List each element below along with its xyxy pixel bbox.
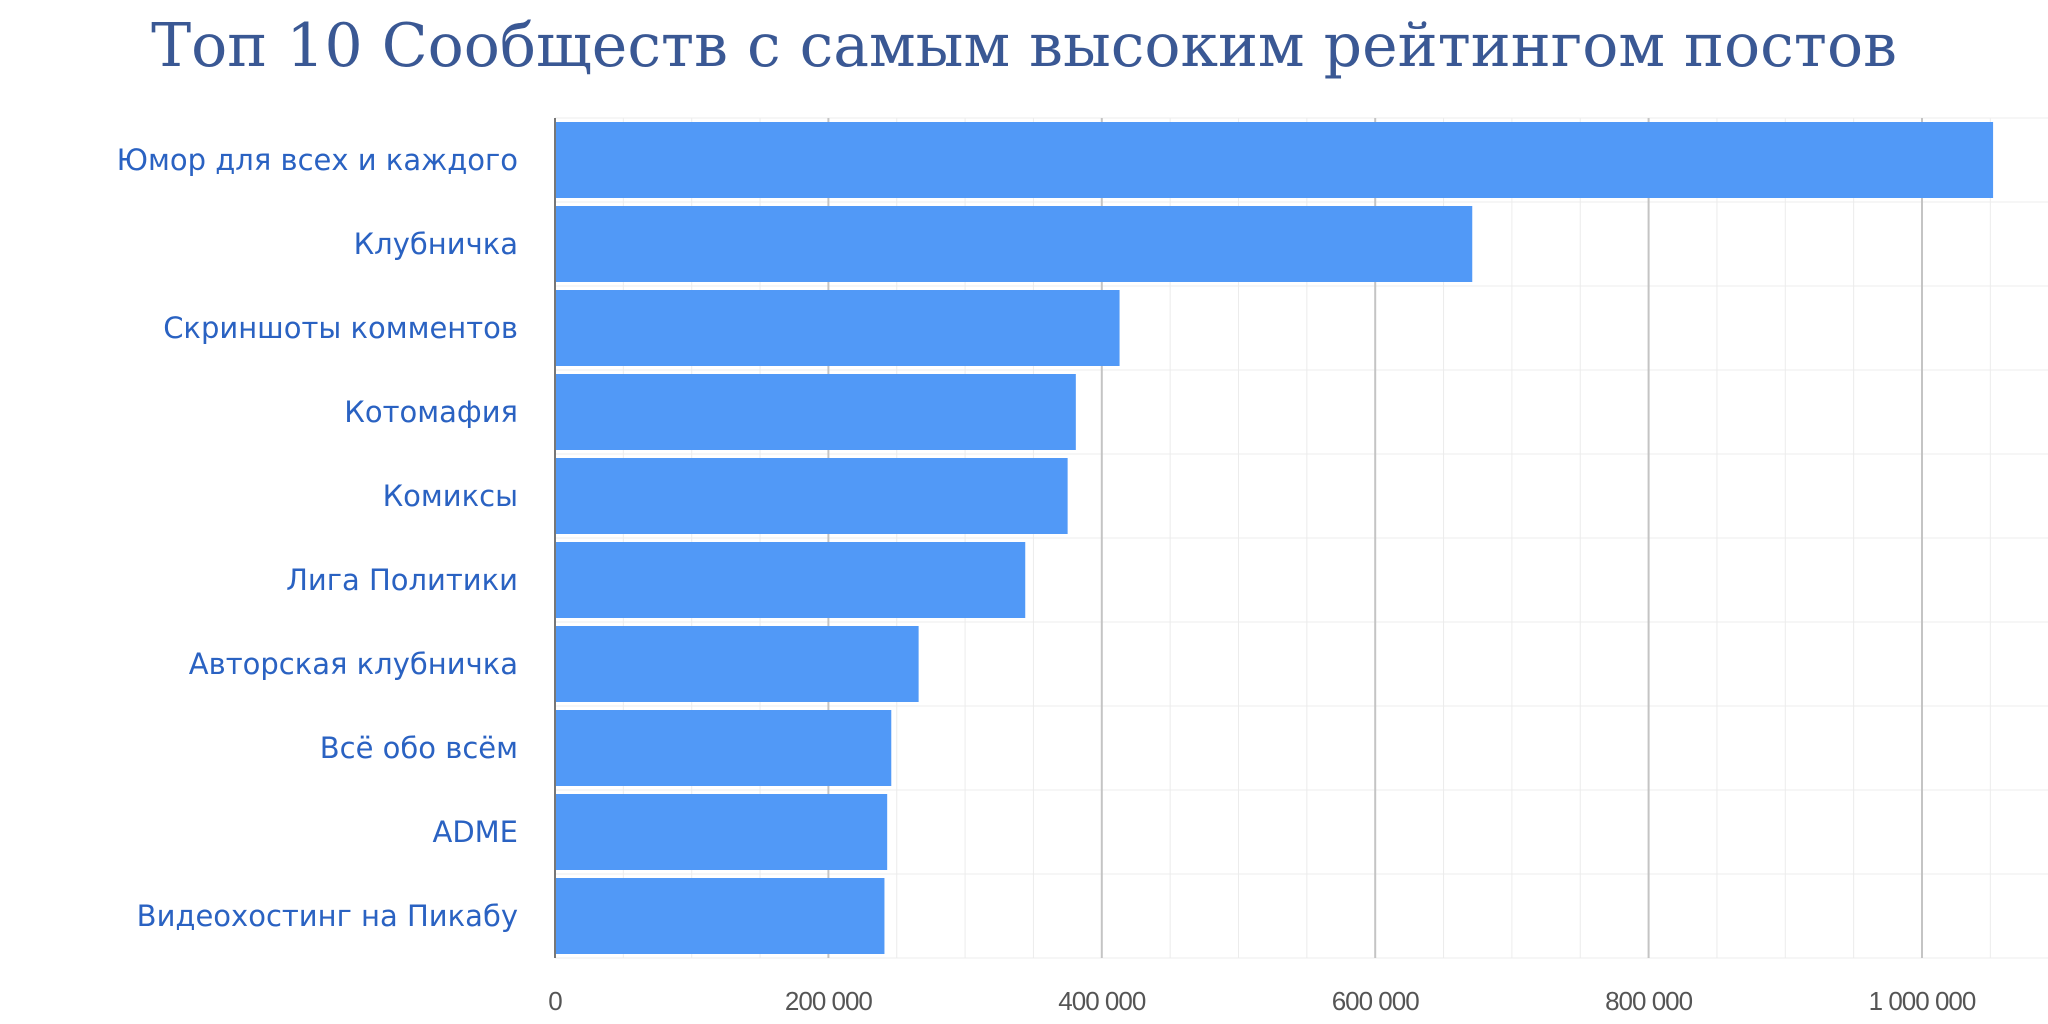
bar — [555, 206, 1473, 282]
x-tick-label: 200 000 — [785, 986, 873, 1016]
category-label: Юмор для всех и каждого — [117, 143, 518, 177]
category-label: Клубничка — [354, 227, 518, 261]
category-label: ADME — [432, 815, 518, 849]
bar — [555, 122, 1994, 198]
bar — [555, 878, 885, 954]
category-label: Авторская клубничка — [189, 647, 518, 681]
category-label: Лига Политики — [286, 563, 518, 597]
x-tick-label: 0 — [548, 986, 562, 1016]
category-label: Видеохостинг на Пикабу — [137, 899, 518, 933]
bars-group — [555, 122, 1994, 954]
chart-title: Топ 10 Сообществ с самым высоким рейтинг… — [151, 11, 1897, 81]
bar — [555, 542, 1026, 618]
x-tick-label: 800 000 — [1605, 986, 1693, 1016]
bar — [555, 374, 1076, 450]
bar — [555, 458, 1068, 534]
category-label: Комиксы — [383, 479, 518, 513]
bar — [555, 710, 892, 786]
bar — [555, 626, 919, 702]
category-label: Котомафия — [344, 395, 518, 429]
x-tick-label: 600 000 — [1332, 986, 1420, 1016]
bar — [555, 794, 888, 870]
category-label: Всё обо всём — [320, 731, 518, 765]
x-tick-label: 400 000 — [1058, 986, 1146, 1016]
x-tick-label: 1 000 000 — [1869, 986, 1976, 1016]
category-label: Скриншоты комментов — [163, 311, 518, 345]
bar — [555, 290, 1120, 366]
x-tick-labels: 0 200 000 400 000 600 000 800 000 1 000 000 — [548, 986, 1977, 1016]
category-labels: Юмор для всех и каждого Клубничка Скриншот… — [117, 143, 518, 933]
